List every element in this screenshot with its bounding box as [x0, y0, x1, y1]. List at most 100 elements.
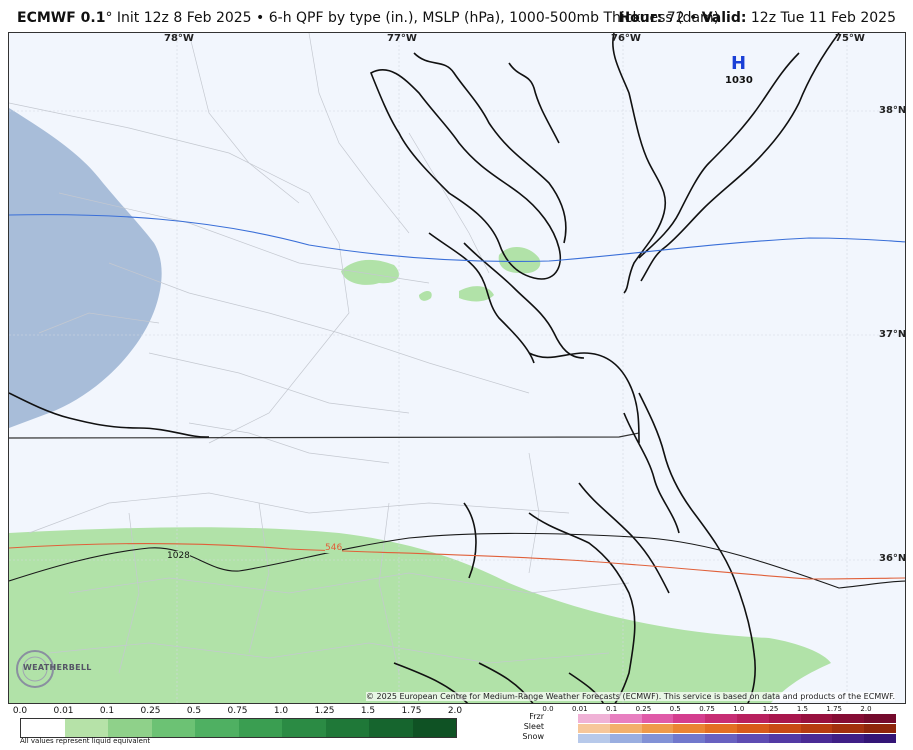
rain-color-swatch: [325, 719, 369, 737]
ptype-color-swatch: [609, 734, 642, 743]
thickness-label: 546: [325, 543, 343, 553]
ptype-tick-label: 0.25: [635, 705, 652, 713]
state-border: [9, 432, 640, 439]
isobar-label: 1028: [167, 551, 190, 561]
ptype-tick-label: 0.5: [669, 705, 681, 713]
ptype-color-swatch: [578, 734, 610, 743]
legend-note: All values represent liquid equivalent: [20, 737, 151, 745]
ptype-color-swatch: [705, 714, 737, 723]
ptype-color-swatch: [609, 714, 642, 723]
rain-color-swatch: [21, 719, 65, 737]
lat-label: 38°N: [879, 105, 906, 116]
high-pressure-value: 1030: [725, 75, 753, 86]
rain-tick-label: 0.1: [99, 706, 115, 716]
rain-color-swatch: [412, 719, 456, 737]
ptype-tick-label: 0.1: [606, 705, 618, 713]
valid-label: Valid:: [701, 10, 747, 26]
ptype-color-swatch: [578, 724, 610, 733]
rain-color-bar: [20, 718, 457, 738]
rain-tick-label: 1.0: [273, 706, 289, 716]
rain-tick-label: 1.5: [360, 706, 376, 716]
ptype-color-swatch: [673, 734, 706, 743]
ptype-color-swatch: [705, 724, 737, 733]
ptype-color-swatch: [864, 714, 896, 723]
ptype-color-swatch: [800, 724, 833, 733]
rain-tick-label: 2.0: [447, 706, 463, 716]
ptype-color-swatch: [832, 734, 865, 743]
county-lines: [9, 33, 630, 674]
rain-patch: [498, 247, 541, 274]
ptype-tick-label: 2.0: [860, 705, 872, 713]
ptype-color-swatch: [609, 724, 642, 733]
isobars: [9, 532, 905, 589]
rain-color-swatch: [282, 719, 326, 737]
rain-area-south: [9, 527, 831, 703]
thickness-540: [9, 214, 905, 262]
thickness-546: [9, 543, 905, 580]
ptype-color-swatch: [641, 714, 674, 723]
rain-color-swatch: [238, 719, 282, 737]
hour-label: Hour:: [618, 10, 663, 26]
lat-label: 36°N: [879, 553, 906, 564]
rain-tick-label: 0.25: [140, 706, 161, 716]
ptype-color-swatch: [800, 714, 833, 723]
ptype-tick-label: 0.01: [572, 705, 588, 713]
ptype-color-swatch: [736, 734, 769, 743]
rain-patch: [419, 291, 432, 301]
high-pressure-marker: H: [731, 53, 747, 74]
ptype-label-sleet: Sleet: [523, 722, 544, 731]
ptype-color-swatch: [768, 714, 801, 723]
rain-color-swatch: [195, 719, 239, 737]
ptype-tick-label: 1.75: [826, 705, 842, 713]
header-description: Init 12z 8 Feb 2025 • 6-h QPF by type (i…: [116, 10, 720, 26]
separator: •: [688, 10, 698, 26]
graticule: [9, 33, 905, 703]
rain-color-swatch: [369, 719, 413, 737]
copyright-credit: © 2025 European Centre for Medium-Range …: [366, 692, 895, 701]
map-canvas: [9, 33, 905, 703]
ptype-color-swatch: [641, 734, 674, 743]
ptype-label-snow: Snow: [522, 732, 544, 741]
coastlines: [9, 33, 840, 703]
ptype-color-swatch: [736, 714, 769, 723]
lon-label: 75°W: [835, 33, 865, 44]
ptype-color-swatch: [673, 724, 706, 733]
weather-map: 78°W 77°W 76°W 75°W 38°N 37°N 36°N H 103…: [8, 32, 906, 704]
rain-color-swatch: [64, 719, 108, 737]
lon-label: 78°W: [164, 33, 194, 44]
ptype-tick-label: 1.5: [796, 705, 808, 713]
rain-tick-label: 0.75: [227, 706, 248, 716]
legend: 0.0 0.01 0.1 0.25 0.5 0.75 1.0 1.25 1.5 1.75 2.0 A…: [0, 704, 913, 750]
ptype-color-swatch: [864, 734, 896, 743]
sleet-color-bar: [578, 724, 896, 733]
ptype-tick-label: 0.75: [699, 705, 715, 713]
rain-color-swatch: [108, 719, 152, 737]
ptype-tick-label: 0.0: [542, 705, 554, 713]
ptype-color-swatch: [578, 714, 610, 723]
lat-label: 37°N: [879, 329, 906, 340]
weatherbell-logo: WEATHERBELL: [13, 649, 91, 689]
rain-tick-label: 0.5: [186, 706, 202, 716]
degree-symbol: °: [105, 10, 113, 26]
rain-tick-label: 0.0: [12, 706, 28, 716]
valid-value: 12z Tue 11 Feb 2025: [750, 10, 896, 26]
ptype-label-frzr: Frzr: [529, 712, 544, 721]
rain-tick-label: 0.01: [53, 706, 74, 716]
rain-tick-label: 1.75: [401, 706, 422, 716]
hour-value: 72: [666, 10, 685, 26]
header-title: ECMWF 0.1° Init 12z 8 Feb 2025 • 6-h QPF…: [17, 10, 719, 26]
ptype-color-swatch: [864, 724, 896, 733]
ptype-color-swatch: [641, 724, 674, 733]
lon-label: 77°W: [387, 33, 417, 44]
snow-area: [9, 108, 162, 428]
ptype-color-swatch: [673, 714, 706, 723]
model-name: ECMWF 0.1: [17, 10, 106, 26]
header-valid: Hour: 72 • Valid: 12z Tue 11 Feb 2025: [618, 10, 896, 26]
frzr-color-bar: [578, 714, 896, 723]
ptype-color-swatch: [832, 724, 865, 733]
ptype-color-swatch: [800, 734, 833, 743]
ptype-color-swatch: [736, 724, 769, 733]
ptype-color-swatch: [832, 714, 865, 723]
lon-label: 76°W: [611, 33, 641, 44]
ptype-color-swatch: [705, 734, 737, 743]
